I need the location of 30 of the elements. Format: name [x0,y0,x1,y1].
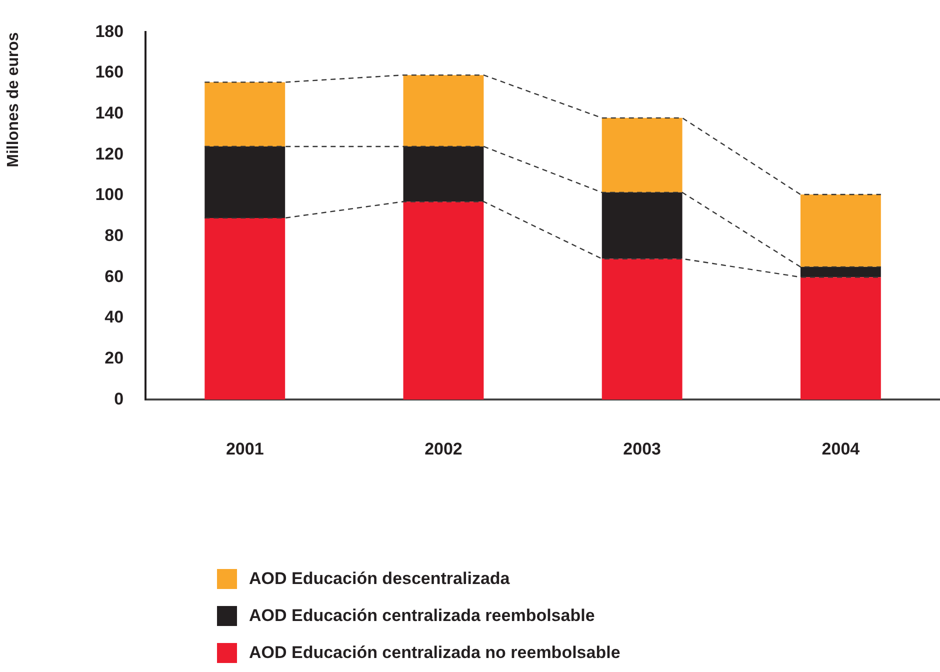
bar [800,266,881,278]
y-tick-label: 80 [104,226,124,245]
legend-label: AOD Educación descentralizada [249,568,510,588]
bar [403,202,484,400]
bar [403,146,484,202]
y-tick-label: 0 [114,389,124,408]
y-axis-title: Millones de euros [5,32,22,168]
bar [204,82,286,146]
bar [602,118,682,192]
x-tick-label: 2002 [424,439,462,458]
legend-label: AOD Educación centralizada no reembolsable [249,642,620,662]
y-tick-label: 160 [95,62,124,82]
bar [204,146,286,218]
bar [403,75,484,146]
x-tick-label: 2001 [226,439,264,458]
x-tick-label: 2004 [822,439,860,458]
bar [602,192,682,259]
y-tick-label: 120 [95,144,124,164]
x-tick-label: 2003 [623,439,661,458]
y-tick-label: 140 [95,104,124,123]
y-tick-label: 60 [104,266,124,286]
bar [800,194,881,267]
y-tick-label: 100 [95,185,124,204]
legend-label: AOD Educación centralizada reembolsable [249,606,595,626]
bar [602,258,682,400]
bar [800,277,881,400]
y-tick-label: 180 [95,22,124,41]
y-tick-label: 20 [104,348,124,368]
y-tick-label: 40 [104,308,124,327]
bar [204,218,286,400]
